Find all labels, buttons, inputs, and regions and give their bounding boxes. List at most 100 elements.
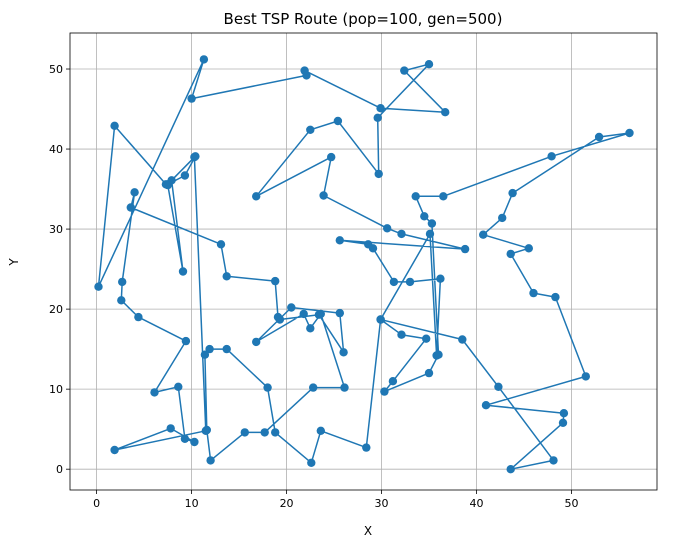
city-point (380, 387, 389, 396)
city-point (263, 383, 272, 392)
city-point (498, 213, 507, 223)
city-point (110, 121, 119, 130)
city-point (199, 55, 209, 64)
y-tick-label: 30 (49, 223, 63, 236)
city-point (581, 372, 590, 381)
city-point (271, 276, 280, 286)
city-point (376, 104, 385, 113)
city-point (180, 171, 190, 180)
city-point (494, 382, 503, 391)
x-tick-label: 30 (375, 497, 389, 510)
city-point (506, 465, 515, 474)
city-point (373, 113, 382, 123)
city-point (306, 125, 315, 134)
city-point (201, 426, 210, 435)
city-point (340, 383, 349, 392)
city-point (327, 152, 336, 162)
x-tick-label: 0 (93, 497, 100, 510)
city-point (411, 192, 420, 201)
city-point (424, 59, 434, 69)
y-axis-label: Y (7, 258, 21, 267)
city-point (118, 277, 127, 287)
plot-frame (69, 32, 658, 491)
city-point (405, 277, 415, 287)
city-point (559, 409, 569, 418)
y-tick-label: 20 (49, 303, 63, 316)
city-point (306, 324, 315, 333)
city-point (222, 272, 231, 281)
city-point (458, 335, 467, 344)
city-point (368, 244, 378, 253)
city-point (625, 128, 634, 138)
city-point (335, 308, 344, 318)
city-point (551, 292, 560, 302)
city-point (524, 244, 533, 253)
city-point (333, 116, 343, 126)
y-tick-label: 10 (49, 383, 63, 396)
city-point (117, 296, 126, 305)
city-point (287, 303, 296, 312)
city-point (178, 267, 188, 276)
city-point (425, 229, 435, 239)
city-point (174, 382, 183, 391)
grid (70, 33, 657, 490)
city-point (436, 274, 445, 283)
city-point (191, 152, 200, 161)
city-point (439, 192, 448, 201)
city-point (161, 180, 171, 189)
city-point (388, 377, 398, 386)
city-point (240, 428, 249, 437)
city-point (397, 330, 406, 339)
city-point (299, 309, 308, 319)
city-point (110, 445, 119, 455)
city-point (307, 458, 316, 467)
city-point (549, 456, 558, 465)
x-tick-label: 40 (470, 497, 484, 510)
city-point (389, 277, 399, 287)
city-point (362, 443, 371, 452)
city-point (506, 249, 515, 259)
route-points (94, 55, 634, 474)
city-point (314, 310, 324, 319)
city-point (271, 428, 280, 437)
city-point (427, 219, 437, 228)
city-point (383, 224, 392, 233)
y-axis: 0 10 20 30 40 50 (49, 63, 70, 476)
city-point (339, 348, 348, 357)
city-point (200, 350, 210, 359)
x-tick-label: 20 (280, 497, 294, 510)
city-point (316, 426, 325, 435)
city-point (216, 240, 226, 249)
city-point (222, 344, 231, 354)
city-point (180, 434, 190, 443)
city-point (547, 152, 556, 161)
city-point (460, 244, 470, 254)
city-point (273, 312, 283, 322)
city-point (252, 337, 261, 347)
city-point (187, 94, 196, 103)
city-point (130, 188, 139, 197)
city-point (150, 388, 159, 397)
city-point (309, 383, 318, 392)
city-point (260, 428, 269, 437)
city-point (420, 212, 429, 221)
city-point (594, 132, 604, 142)
x-tick-label: 10 (185, 497, 199, 510)
y-tick-label: 40 (49, 143, 63, 156)
city-point (94, 282, 103, 291)
city-point (181, 336, 191, 346)
city-point (319, 191, 328, 200)
city-point (206, 456, 215, 465)
city-point (397, 229, 406, 239)
city-point (508, 188, 517, 198)
city-point (400, 66, 409, 75)
city-point (126, 203, 135, 212)
city-point (252, 192, 261, 201)
city-point (441, 108, 450, 117)
city-point (434, 350, 443, 359)
city-point (335, 236, 344, 245)
city-point (424, 368, 434, 378)
x-axis: 0 10 20 30 40 50 (93, 490, 579, 510)
city-point (529, 288, 538, 298)
